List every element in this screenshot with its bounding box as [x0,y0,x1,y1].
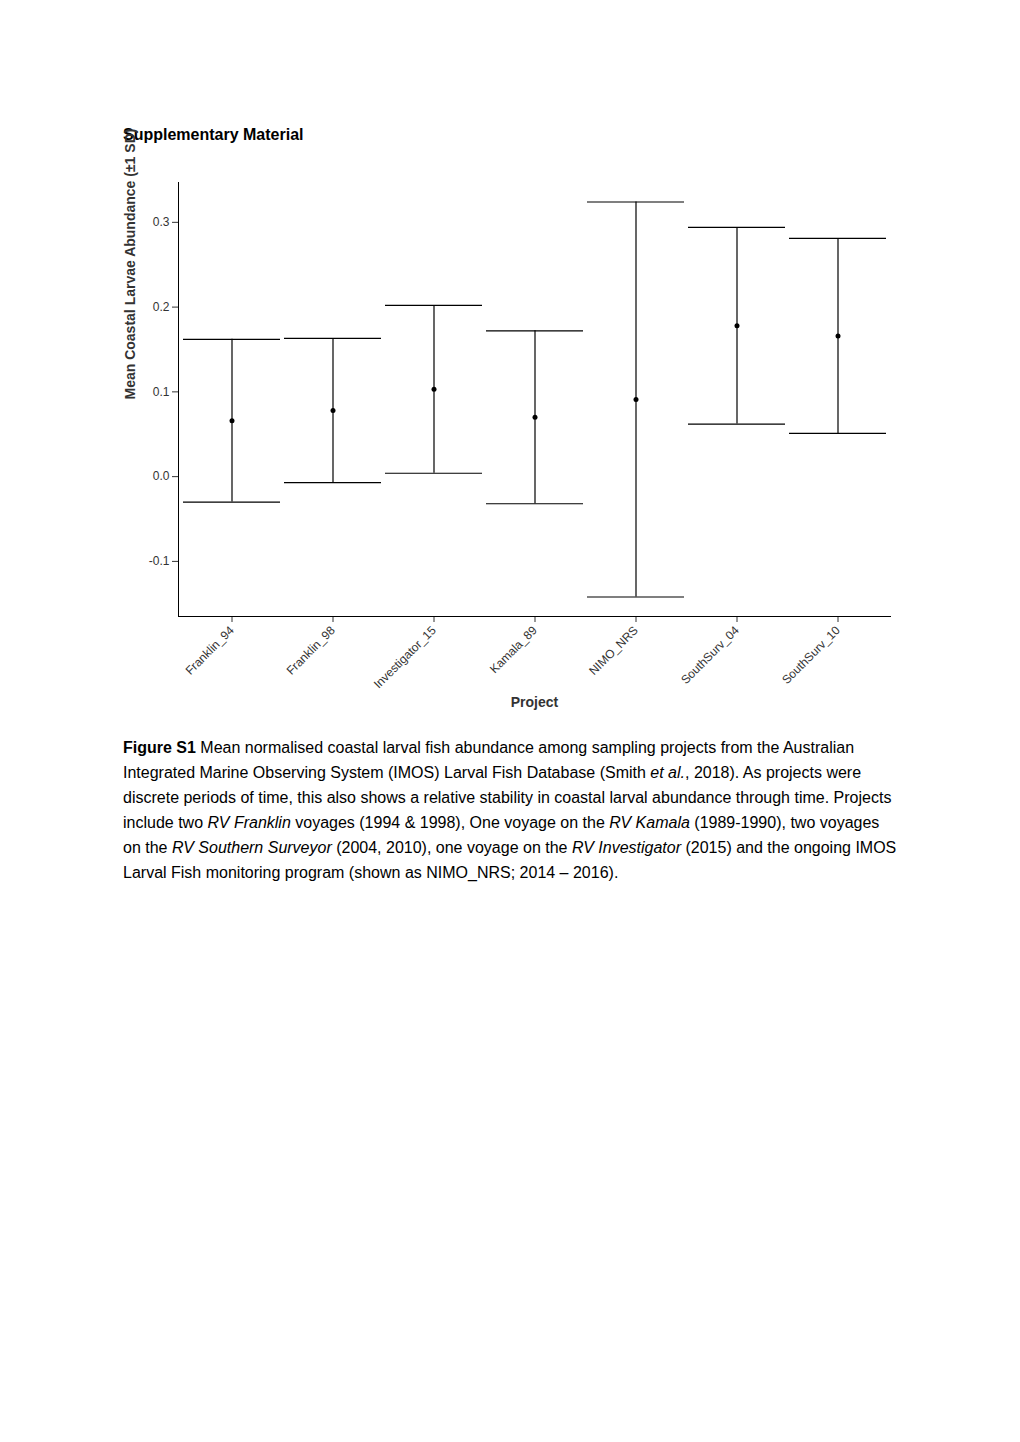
svg-text:Mean Coastal Larvae Abundance: Mean Coastal Larvae Abundance (±1 SD) [122,129,138,400]
svg-text:0.0: 0.0 [153,469,170,483]
svg-text:0.1: 0.1 [153,385,170,399]
svg-text:0.2: 0.2 [153,300,170,314]
svg-text:SouthSurv_10: SouthSurv_10 [779,623,843,687]
svg-text:SouthSurv_04: SouthSurv_04 [678,623,742,687]
svg-text:-0.1: -0.1 [149,554,170,568]
svg-text:Project: Project [511,694,559,710]
html-text:Figure S1 Mean normalised coas: Figure S1 Mean normalised coastal larval… [123,739,897,881]
html-text:Supplementary Material: Supplementary Material [123,126,304,143]
svg-text:Franklin_94: Franklin_94 [183,623,237,677]
svg-text:Investigator_15: Investigator_15 [371,623,439,691]
svg-text:Franklin_98: Franklin_98 [284,623,338,677]
svg-text:NIMO_NRS: NIMO_NRS [586,623,641,678]
svg-text:0.3: 0.3 [153,215,170,229]
svg-text:Kamala_89: Kamala_89 [487,623,540,676]
